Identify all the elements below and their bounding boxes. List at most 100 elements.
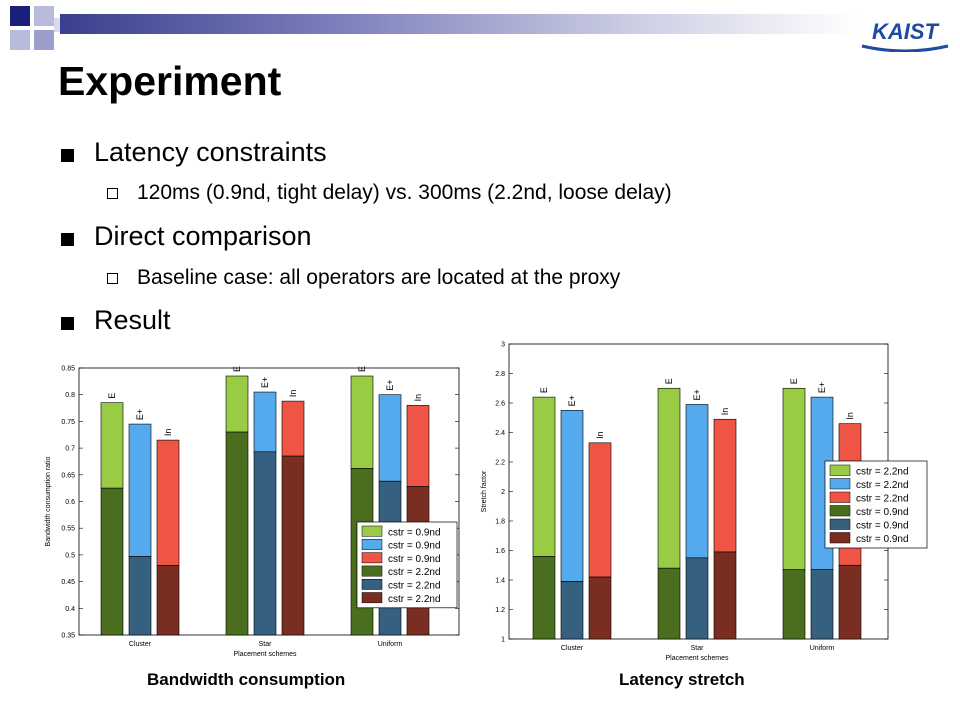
kaist-logo: KAIST xyxy=(861,19,949,52)
legend-entry: cstr = 2.2nd xyxy=(856,480,909,491)
y-tick-label: 0.7 xyxy=(65,446,75,453)
bar-label: E xyxy=(789,378,799,384)
legend-swatch xyxy=(829,491,851,503)
bar-lower xyxy=(810,569,834,640)
legend-swatch xyxy=(829,532,851,544)
bar-label: In xyxy=(288,390,298,398)
y-tick-label: 0.35 xyxy=(61,633,75,640)
bar-label: In xyxy=(413,394,423,402)
bar-label: E+ xyxy=(260,377,270,388)
sub-bullet-box-icon xyxy=(107,188,118,199)
bar-upper xyxy=(713,418,737,553)
category-label: Cluster xyxy=(129,641,152,648)
bar-label: E xyxy=(232,366,242,372)
bar-upper xyxy=(560,410,584,582)
y-tick-label: 1.2 xyxy=(495,607,505,614)
y-tick-label: 0.5 xyxy=(65,552,75,559)
y-tick-label: 3 xyxy=(501,342,505,349)
legend-entry: cstr = 0.9nd xyxy=(856,507,909,518)
legend-entry: cstr = 0.9nd xyxy=(856,521,909,532)
y-tick-label: 0.75 xyxy=(61,419,75,426)
y-tick-label: 2.8 xyxy=(495,371,505,378)
y-tick-label: 0.8 xyxy=(65,392,75,399)
bar-label: In xyxy=(595,431,605,439)
bar-label: E+ xyxy=(567,395,577,406)
bar-lower xyxy=(532,556,556,640)
bar-upper xyxy=(128,423,152,557)
bar-lower xyxy=(588,576,612,640)
category-label: Uniform xyxy=(810,645,835,652)
legend-entry: cstr = 0.9nd xyxy=(388,554,441,565)
bar-lower xyxy=(782,569,806,640)
bullet-square-icon xyxy=(61,149,74,162)
bar-label: E xyxy=(539,387,549,393)
bar-label: E+ xyxy=(135,409,145,420)
bar-upper xyxy=(100,402,124,489)
bar-lower xyxy=(156,565,180,636)
bar-upper xyxy=(406,405,430,487)
bar-upper xyxy=(350,375,374,469)
bar-upper xyxy=(685,404,709,559)
y-axis-label: Bandwidth consumption ratio xyxy=(45,456,52,546)
bar-upper xyxy=(588,442,612,578)
bar-label: E+ xyxy=(817,382,827,393)
bar-upper xyxy=(156,439,180,566)
bar-lower xyxy=(657,567,681,640)
y-tick-label: 1.8 xyxy=(495,519,505,526)
bar-upper xyxy=(378,394,402,482)
sub-bullet-latency: 120ms (0.9nd, tight delay) vs. 300ms (2.… xyxy=(137,181,672,204)
category-label: Star xyxy=(259,641,273,648)
slide-title: Experiment xyxy=(58,58,282,104)
latency-stretch-chart: 1 1.2 1.4 1.6 1.8 2 2.2 2.4 2.6 2.8 3 Stretch facto… xyxy=(481,342,928,662)
category-label: Uniform xyxy=(378,641,403,648)
bar-upper xyxy=(782,387,806,570)
legend-entry: cstr = 2.2nd xyxy=(856,467,909,478)
header-gradient-bar xyxy=(60,14,860,34)
bar-upper xyxy=(532,396,556,557)
corner-square-light xyxy=(34,30,54,50)
category-label: Cluster xyxy=(561,645,584,652)
caption-bandwidth-consumption: Bandwidth consumption xyxy=(147,670,346,689)
bar-lower xyxy=(713,551,737,640)
legend-entry: cstr = 0.9nd xyxy=(388,527,441,538)
legend-entry: cstr = 2.2nd xyxy=(388,594,441,605)
legend-swatch xyxy=(829,505,851,517)
corner-square-light xyxy=(34,6,54,26)
y-tick-label: 2.6 xyxy=(495,401,505,408)
y-tick-label: 0.45 xyxy=(61,579,75,586)
bullet-square-icon xyxy=(61,233,74,246)
bar-lower xyxy=(685,557,709,640)
y-tick-label: 0.55 xyxy=(61,526,75,533)
x-axis-label: Placement schemes xyxy=(233,651,297,658)
y-tick-label: 0.85 xyxy=(61,366,75,373)
bullet-square-icon xyxy=(61,317,74,330)
bar-label: E xyxy=(357,366,367,372)
y-axis-label: Stretch factor xyxy=(481,470,488,512)
bar-lower xyxy=(281,455,305,636)
bar-label: E+ xyxy=(692,389,702,400)
bar-lower xyxy=(560,581,584,640)
bullet-latency-constraints: Latency constraints xyxy=(94,137,327,167)
y-tick-label: 1 xyxy=(501,637,505,644)
bar-upper xyxy=(657,387,681,569)
bar-label: In xyxy=(163,429,173,437)
bar-lower xyxy=(100,487,124,636)
bar-label: E+ xyxy=(385,379,395,390)
bar-lower xyxy=(838,564,862,640)
legend-entry: cstr = 2.2nd xyxy=(388,567,441,578)
bullet-result: Result xyxy=(94,305,171,335)
corner-square-dark xyxy=(10,6,30,26)
legend-swatch xyxy=(361,525,383,537)
svg-text:KAIST: KAIST xyxy=(872,19,940,44)
caption-latency-stretch: Latency stretch xyxy=(619,670,745,689)
y-tick-label: 1.4 xyxy=(495,578,505,585)
bar-lower xyxy=(253,451,277,636)
bar-upper xyxy=(253,391,277,453)
y-tick-label: 1.6 xyxy=(495,548,505,555)
y-tick-label: 2.2 xyxy=(495,460,505,467)
sub-bullet-box-icon xyxy=(107,273,118,284)
legend-entry: cstr = 0.9nd xyxy=(388,541,441,552)
y-tick-label: 0.6 xyxy=(65,499,75,506)
corner-square-light xyxy=(10,30,30,50)
bar-label: E xyxy=(664,378,674,384)
